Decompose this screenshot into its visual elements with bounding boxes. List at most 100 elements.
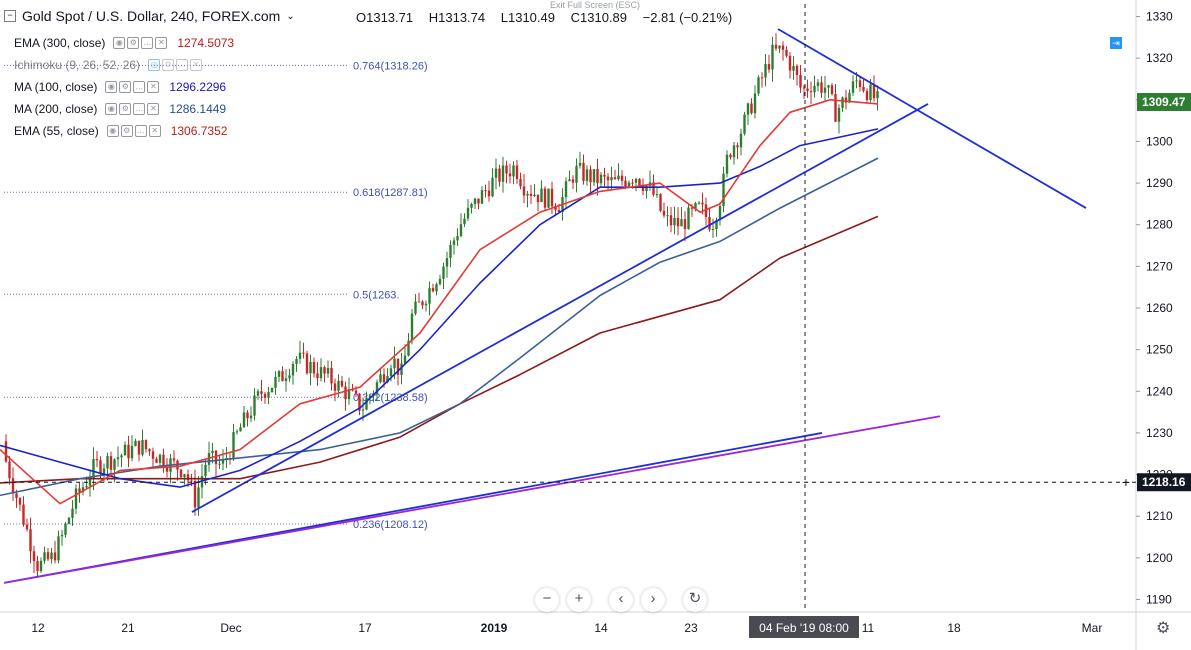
indicator-controls[interactable]: ◉ ⚙… ✕ (113, 37, 168, 49)
candle (778, 45, 781, 53)
candle-body (722, 173, 725, 206)
chevron-down-icon[interactable]: ⌄ (286, 10, 295, 22)
candle (130, 435, 134, 462)
candle (57, 530, 60, 564)
candle (669, 207, 673, 233)
candle-body (764, 63, 767, 78)
candle (43, 546, 46, 564)
indicator-ma200[interactable]: MA (200, close) ◉ ⚙… ✕ 1286.1449 (14, 102, 226, 116)
candle (687, 204, 690, 230)
candle (571, 175, 575, 190)
candle (92, 447, 95, 491)
scroll-right-button[interactable]: › (641, 588, 665, 612)
candle-body (414, 301, 417, 314)
candle-body (876, 91, 879, 99)
candle-body (235, 431, 239, 433)
indicator-controls[interactable]: ◉ ⚙… ✕ (106, 125, 161, 137)
candle (655, 187, 659, 198)
candle (81, 481, 85, 496)
candle-body (323, 367, 326, 374)
candle-body (347, 389, 351, 400)
zoom-out-button[interactable]: − (535, 588, 559, 612)
candle (806, 79, 809, 98)
candle-body (403, 355, 407, 364)
candle (148, 448, 151, 456)
price-tick-label: 1300 (1146, 134, 1173, 148)
candle-body (379, 374, 382, 383)
indicator-controls[interactable]: ◉ ⚙… ✕ (105, 103, 160, 115)
time-tick-label: 12 (31, 621, 45, 635)
candle (666, 206, 669, 227)
candle (466, 199, 470, 222)
candle-body (505, 165, 508, 174)
candle-body (592, 169, 596, 183)
candle-body (99, 460, 102, 474)
candle-body (851, 81, 855, 93)
candle-body (165, 467, 169, 472)
candle (358, 392, 361, 416)
indicator-name: EMA (300, close) (14, 36, 106, 50)
indicator-ichimoku[interactable]: Ichimoku (9, 26, 52, 26) ◎ ⚙… ✕ (14, 58, 203, 72)
candle (46, 548, 50, 562)
gear-icon[interactable]: ⚙ (1156, 620, 1171, 637)
remove-icon: ✕ (190, 59, 203, 71)
candle-body (11, 478, 15, 494)
scroll-to-realtime-icon[interactable]: ⇥ (1110, 37, 1122, 49)
candle-body (645, 185, 648, 192)
candle-body (155, 458, 158, 463)
candle (554, 203, 557, 216)
candle-body (263, 393, 267, 398)
chart-navigation: − + ‹ › ↻ (535, 588, 707, 612)
candle (823, 75, 827, 102)
symbol-title[interactable]: Gold Spot / U.S. Dollar, 240, FOREX.com (22, 8, 281, 24)
candle (718, 202, 722, 226)
exit-fullscreen-hint[interactable]: Exit Full Screen (ESC) (550, 0, 641, 10)
candle (232, 423, 235, 461)
indicator-controls[interactable]: ◉ ⚙… ✕ (105, 81, 160, 93)
indicator-ema55[interactable]: EMA (55, close) ◉ ⚙… ✕ 1306.7352 (14, 124, 227, 138)
candle-body (795, 65, 799, 75)
reset-chart-button[interactable]: ↻ (683, 588, 707, 612)
candle-body (449, 244, 452, 259)
candle-body (46, 552, 50, 560)
candle-body (578, 162, 582, 166)
candle-body (74, 488, 78, 509)
price-tick-label: 1280 (1146, 218, 1173, 232)
candle-body (407, 340, 410, 356)
candle-body (113, 459, 116, 470)
price-tick-label: 1320 (1146, 51, 1173, 65)
candle-body (624, 180, 627, 187)
indicator-controls[interactable]: ◎ ⚙… ✕ (148, 59, 203, 71)
candle-body (148, 449, 151, 452)
indicator-ma100[interactable]: MA (100, close) ◉ ⚙… ✕ 1296.2296 (14, 80, 226, 94)
candle-body (445, 258, 449, 267)
indicator-ema300[interactable]: EMA (300, close) ◉ ⚙… ✕ 1274.5073 (14, 36, 234, 50)
candle-body (487, 190, 491, 197)
candle-body (92, 458, 95, 480)
candle-body (291, 363, 295, 376)
candle (22, 496, 25, 527)
scroll-left-button[interactable]: ‹ (609, 588, 633, 612)
candle (225, 447, 228, 468)
candle-body (382, 374, 386, 383)
candle (459, 213, 463, 238)
candle (207, 441, 211, 472)
zoom-in-button[interactable]: + (567, 588, 591, 612)
candle-body (305, 353, 309, 374)
candle (176, 459, 179, 481)
collapse-icon[interactable]: − (4, 10, 16, 22)
candle-body (662, 210, 666, 216)
candle (137, 440, 141, 462)
candle-body (869, 84, 872, 101)
candle-body (550, 188, 554, 207)
candle (477, 198, 480, 210)
chart-header: − Gold Spot / U.S. Dollar, 240, FOREX.co… (4, 8, 295, 24)
candle-body (760, 77, 764, 79)
candle-body (820, 82, 823, 93)
candle-body (564, 181, 568, 198)
candle-body (22, 504, 25, 525)
fib-level-label: 0.618(1287.81) (353, 187, 428, 199)
candle (109, 451, 113, 478)
candle-body (540, 188, 543, 203)
